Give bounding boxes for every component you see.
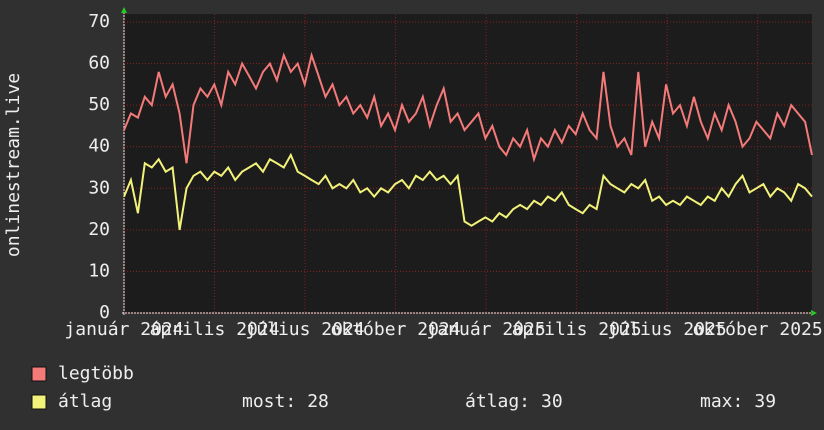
stat-value: 39 bbox=[754, 391, 776, 412]
legend-swatch bbox=[31, 394, 47, 410]
x-tick-label: október 2025 bbox=[693, 319, 823, 340]
y-axis-title: onlinestream.live bbox=[3, 73, 24, 257]
x-tick-label: július 2025 bbox=[608, 319, 727, 340]
x-tick-label: január 2025 bbox=[426, 319, 545, 340]
y-tick-label: 0 bbox=[99, 302, 110, 323]
x-tick-label: január 2024 bbox=[64, 319, 183, 340]
y-tick-label: 30 bbox=[88, 177, 110, 198]
x-tick-label: április 2024 bbox=[150, 319, 280, 340]
x-tick-label: október 2024 bbox=[331, 319, 461, 340]
plot-area bbox=[124, 14, 812, 313]
legend-label: átlag bbox=[58, 391, 112, 412]
stat-label: átlag: bbox=[465, 391, 530, 412]
x-tick-label: július 2024 bbox=[245, 319, 364, 340]
legend-swatch bbox=[31, 366, 47, 382]
stat-label: max: bbox=[700, 391, 743, 412]
y-tick-label: 60 bbox=[88, 53, 110, 74]
y-tick-label: 20 bbox=[88, 219, 110, 240]
y-tick-label: 10 bbox=[88, 260, 110, 281]
legend-label: legtöbb bbox=[58, 363, 134, 384]
stat-value: 30 bbox=[541, 391, 563, 412]
y-tick-label: 50 bbox=[88, 94, 110, 115]
axis-arrow bbox=[811, 310, 817, 316]
series-line bbox=[123, 152, 813, 231]
stat-value: 28 bbox=[307, 391, 329, 412]
series-line bbox=[123, 51, 813, 164]
axis-arrow bbox=[121, 7, 127, 13]
stat-label: most: bbox=[242, 391, 296, 412]
y-tick-label: 70 bbox=[88, 11, 110, 32]
y-tick-label: 40 bbox=[88, 136, 110, 157]
x-tick-label: április 2025 bbox=[512, 319, 642, 340]
